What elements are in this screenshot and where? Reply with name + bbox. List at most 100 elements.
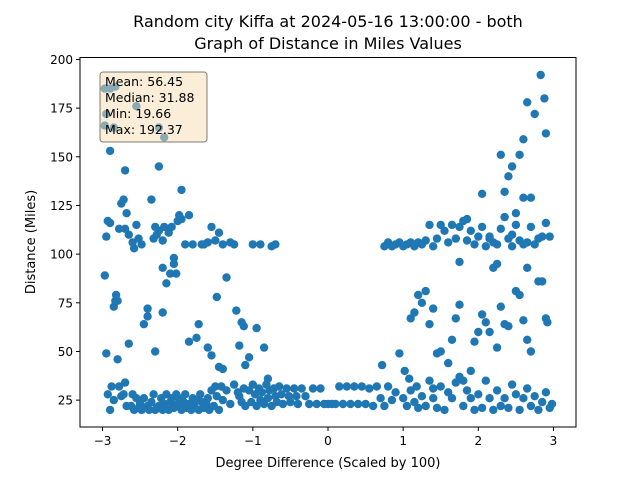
data-point (466, 226, 475, 235)
data-point (248, 240, 257, 249)
data-point (485, 232, 494, 241)
data-point (132, 220, 141, 230)
data-point (519, 394, 528, 403)
y-tick-label: 200 (50, 53, 73, 67)
data-point (470, 240, 479, 249)
data-point (361, 399, 370, 409)
data-point (293, 399, 303, 409)
data-point (447, 220, 457, 230)
data-point (229, 380, 239, 389)
data-point (286, 397, 295, 407)
data-point (158, 308, 167, 317)
data-point (241, 360, 250, 370)
data-point (523, 98, 532, 107)
data-point (312, 399, 321, 409)
x-tick-label: −2 (169, 434, 187, 448)
data-point (222, 273, 231, 282)
data-point (399, 394, 408, 403)
data-point (507, 242, 517, 251)
data-point (232, 306, 241, 315)
data-point (263, 394, 273, 403)
data-point (436, 382, 445, 391)
data-point (211, 236, 220, 245)
data-point (102, 349, 111, 358)
data-point (477, 222, 487, 232)
data-point (203, 238, 212, 247)
data-point (196, 390, 205, 399)
data-point (485, 394, 494, 403)
data-point (496, 224, 505, 233)
data-point (496, 150, 505, 159)
data-point (181, 240, 190, 249)
data-point (365, 384, 374, 393)
data-point (308, 384, 318, 393)
data-point (188, 240, 197, 249)
x-tick-label: −1 (244, 434, 262, 448)
data-point (429, 384, 438, 393)
data-point (305, 399, 314, 409)
data-point (444, 358, 453, 368)
data-point (481, 376, 490, 385)
data-point (496, 401, 505, 411)
data-point (474, 232, 483, 241)
data-point (447, 335, 457, 344)
chart-title-line-1: Random city Kiffa at 2024-05-16 13:00:00… (133, 12, 523, 31)
data-point (139, 320, 149, 329)
data-point (462, 386, 472, 395)
data-point (391, 388, 400, 397)
x-tick-label: −3 (94, 434, 112, 448)
data-point (271, 240, 280, 249)
data-point (105, 146, 115, 156)
data-point (120, 378, 130, 387)
data-point (481, 318, 490, 327)
y-tick-label: 150 (50, 150, 73, 164)
y-tick-label: 50 (58, 345, 73, 359)
data-point (459, 401, 468, 411)
data-point (244, 353, 254, 362)
data-point (275, 382, 284, 391)
data-point (162, 279, 171, 288)
data-point (105, 405, 115, 415)
data-point (511, 390, 521, 399)
data-point (350, 382, 359, 391)
data-point (207, 222, 216, 232)
data-point (139, 394, 149, 403)
data-point (519, 316, 528, 325)
data-point (414, 403, 423, 413)
data-point (124, 230, 133, 239)
data-point (500, 187, 509, 196)
data-point (536, 70, 545, 80)
data-point (414, 290, 423, 300)
data-point (541, 388, 551, 397)
data-point (218, 395, 227, 405)
y-tick-label: 25 (58, 394, 73, 408)
data-point (417, 392, 427, 401)
data-point (372, 382, 381, 391)
data-point (515, 290, 524, 300)
data-point (400, 366, 409, 376)
data-point (124, 339, 133, 348)
data-point (212, 392, 221, 401)
data-point (477, 310, 487, 319)
data-point (383, 382, 393, 391)
data-point (119, 390, 128, 399)
data-point (515, 150, 524, 159)
data-point (402, 401, 412, 411)
data-point (410, 308, 419, 317)
data-point (538, 277, 547, 286)
data-point (447, 394, 457, 403)
data-point (338, 399, 348, 409)
data-point (395, 349, 404, 358)
data-point (470, 405, 479, 415)
data-point (477, 189, 487, 198)
data-point (511, 220, 521, 230)
data-point (481, 242, 490, 251)
data-point (429, 394, 438, 403)
data-point (290, 384, 299, 393)
y-tick-label: 175 (50, 102, 73, 116)
data-point (466, 394, 475, 403)
y-tick-label: 100 (50, 248, 73, 262)
data-point (451, 314, 460, 323)
data-point (526, 193, 536, 202)
